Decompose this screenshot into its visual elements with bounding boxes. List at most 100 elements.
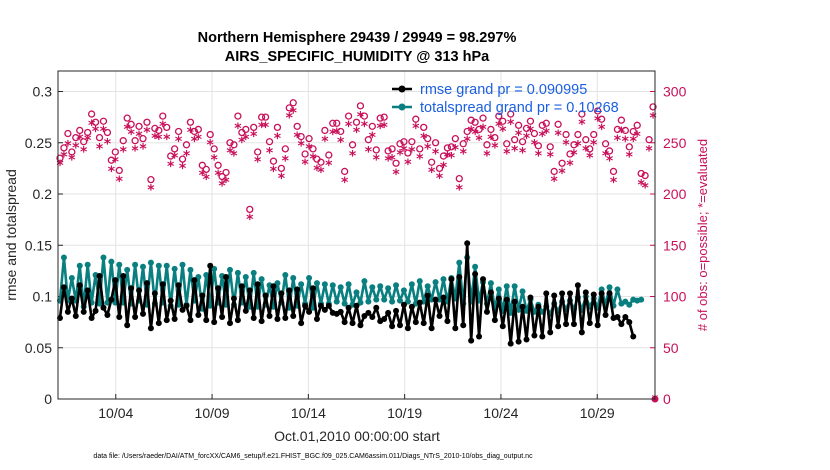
obs-possible-point bbox=[392, 159, 400, 167]
obs-possible-point bbox=[427, 158, 436, 166]
rmse-point bbox=[523, 336, 530, 343]
obs-evaluated-point: * bbox=[108, 164, 116, 180]
rmse-point bbox=[215, 285, 222, 292]
obs-possible-point bbox=[364, 136, 373, 144]
rmse-point bbox=[116, 314, 123, 320]
totalspread-point bbox=[353, 289, 360, 296]
obs-evaluated-point: * bbox=[543, 126, 551, 142]
obs-possible-point bbox=[91, 118, 100, 126]
obs-evaluated-point: * bbox=[515, 128, 523, 144]
obs-possible-point bbox=[431, 139, 440, 147]
obs-evaluated-point: * bbox=[266, 145, 274, 161]
obs-possible-point bbox=[356, 102, 365, 110]
rmse-point bbox=[373, 304, 380, 311]
rmse-point bbox=[436, 312, 443, 319]
rmse-point bbox=[503, 296, 510, 303]
obs-evaluated-point: * bbox=[606, 154, 614, 170]
rmse-point bbox=[321, 306, 328, 313]
y-tick-label: 0.1 bbox=[33, 289, 53, 305]
totalspread-point bbox=[333, 298, 340, 305]
obs-evaluated-point: * bbox=[171, 151, 179, 167]
obs-count-series: ****************************************… bbox=[56, 99, 659, 408]
rmse-point bbox=[444, 318, 451, 325]
obs-evaluated-point: * bbox=[127, 127, 135, 143]
obs-evaluated-point: * bbox=[440, 160, 448, 176]
obs-possible-point bbox=[435, 164, 444, 173]
obs-evaluated-point: * bbox=[305, 141, 313, 157]
obs-possible-point bbox=[514, 121, 523, 129]
obs-possible-point bbox=[159, 112, 167, 120]
obs-evaluated-point: * bbox=[92, 124, 100, 140]
obs-evaluated-point: * bbox=[634, 129, 642, 145]
obs-evaluated-point: * bbox=[167, 159, 175, 175]
obs-evaluated-point: * bbox=[135, 129, 143, 145]
obs-evaluated-point: * bbox=[175, 134, 183, 150]
obs-possible-point bbox=[261, 113, 270, 121]
rmse-point bbox=[586, 320, 593, 327]
obs-possible-point bbox=[151, 124, 159, 133]
obs-possible-point bbox=[210, 145, 218, 153]
totalspread-point bbox=[440, 276, 447, 283]
totalspread-point bbox=[147, 259, 154, 266]
obs-possible-point bbox=[329, 119, 337, 127]
obs-evaluated-point: * bbox=[408, 144, 416, 160]
obs-possible-point bbox=[80, 138, 88, 146]
totalspread-point bbox=[424, 283, 431, 290]
totalspread-point bbox=[84, 261, 91, 268]
totalspread-point bbox=[329, 282, 336, 289]
obs-evaluated-point: * bbox=[321, 134, 329, 150]
rmse-point bbox=[594, 322, 601, 329]
obs-evaluated-point: * bbox=[294, 130, 302, 146]
obs-evaluated-point: * bbox=[246, 212, 254, 228]
obs-evaluated-point: * bbox=[369, 130, 377, 146]
rmse-point bbox=[460, 322, 467, 329]
totalspread-point bbox=[638, 296, 645, 303]
obs-possible-point bbox=[542, 119, 550, 127]
obs-possible-point bbox=[439, 152, 448, 160]
rmse-point bbox=[472, 270, 479, 277]
obs-evaluated-point: * bbox=[614, 133, 622, 149]
obs-evaluated-point: * bbox=[131, 143, 139, 159]
obs-evaluated-point: * bbox=[503, 147, 511, 163]
obs-possible-point bbox=[633, 121, 641, 129]
obs-evaluated-point: * bbox=[349, 149, 357, 165]
legend: rmse grand pr = 0.090995 totalspread gra… bbox=[392, 82, 619, 116]
rmse-point bbox=[317, 302, 324, 309]
obs-evaluated-point: * bbox=[412, 121, 420, 137]
obs-evaluated-point: * bbox=[84, 133, 92, 149]
obs-evaluated-point: * bbox=[325, 158, 333, 174]
rmse-point bbox=[167, 297, 174, 304]
y-right-tick-label: 100 bbox=[663, 289, 687, 305]
rmse-point bbox=[396, 322, 403, 329]
obs-evaluated-point: * bbox=[222, 175, 230, 191]
obs-evaluated-point: * bbox=[76, 132, 84, 148]
rmse-point bbox=[219, 314, 226, 320]
obs-possible-point bbox=[578, 110, 586, 118]
totalspread-point bbox=[361, 278, 368, 285]
obs-possible-point bbox=[522, 124, 531, 133]
totalspread-point bbox=[226, 266, 233, 273]
obs-possible-point bbox=[155, 126, 163, 135]
rmse-point bbox=[408, 303, 415, 310]
obs-evaluated-point: * bbox=[234, 121, 242, 137]
obs-possible-point bbox=[317, 158, 325, 166]
rmse-point bbox=[543, 290, 550, 297]
obs-possible-point bbox=[376, 114, 384, 122]
obs-possible-point bbox=[507, 110, 515, 118]
rmse-point bbox=[622, 314, 629, 320]
rmse-point bbox=[191, 277, 198, 284]
obs-possible-point bbox=[218, 172, 226, 181]
obs-possible-point bbox=[111, 148, 119, 156]
rmse-point bbox=[68, 295, 75, 302]
rmse-point bbox=[298, 320, 305, 327]
totalspread-point bbox=[108, 258, 115, 265]
totalspread-point bbox=[598, 286, 605, 293]
grid bbox=[58, 71, 655, 399]
totalspread-point bbox=[503, 283, 510, 290]
obs-evaluated-point: * bbox=[230, 149, 238, 165]
obs-possible-point bbox=[601, 140, 610, 148]
totalspread-point bbox=[234, 269, 241, 276]
obs-possible-point bbox=[649, 103, 657, 111]
rmse-point bbox=[567, 290, 573, 297]
